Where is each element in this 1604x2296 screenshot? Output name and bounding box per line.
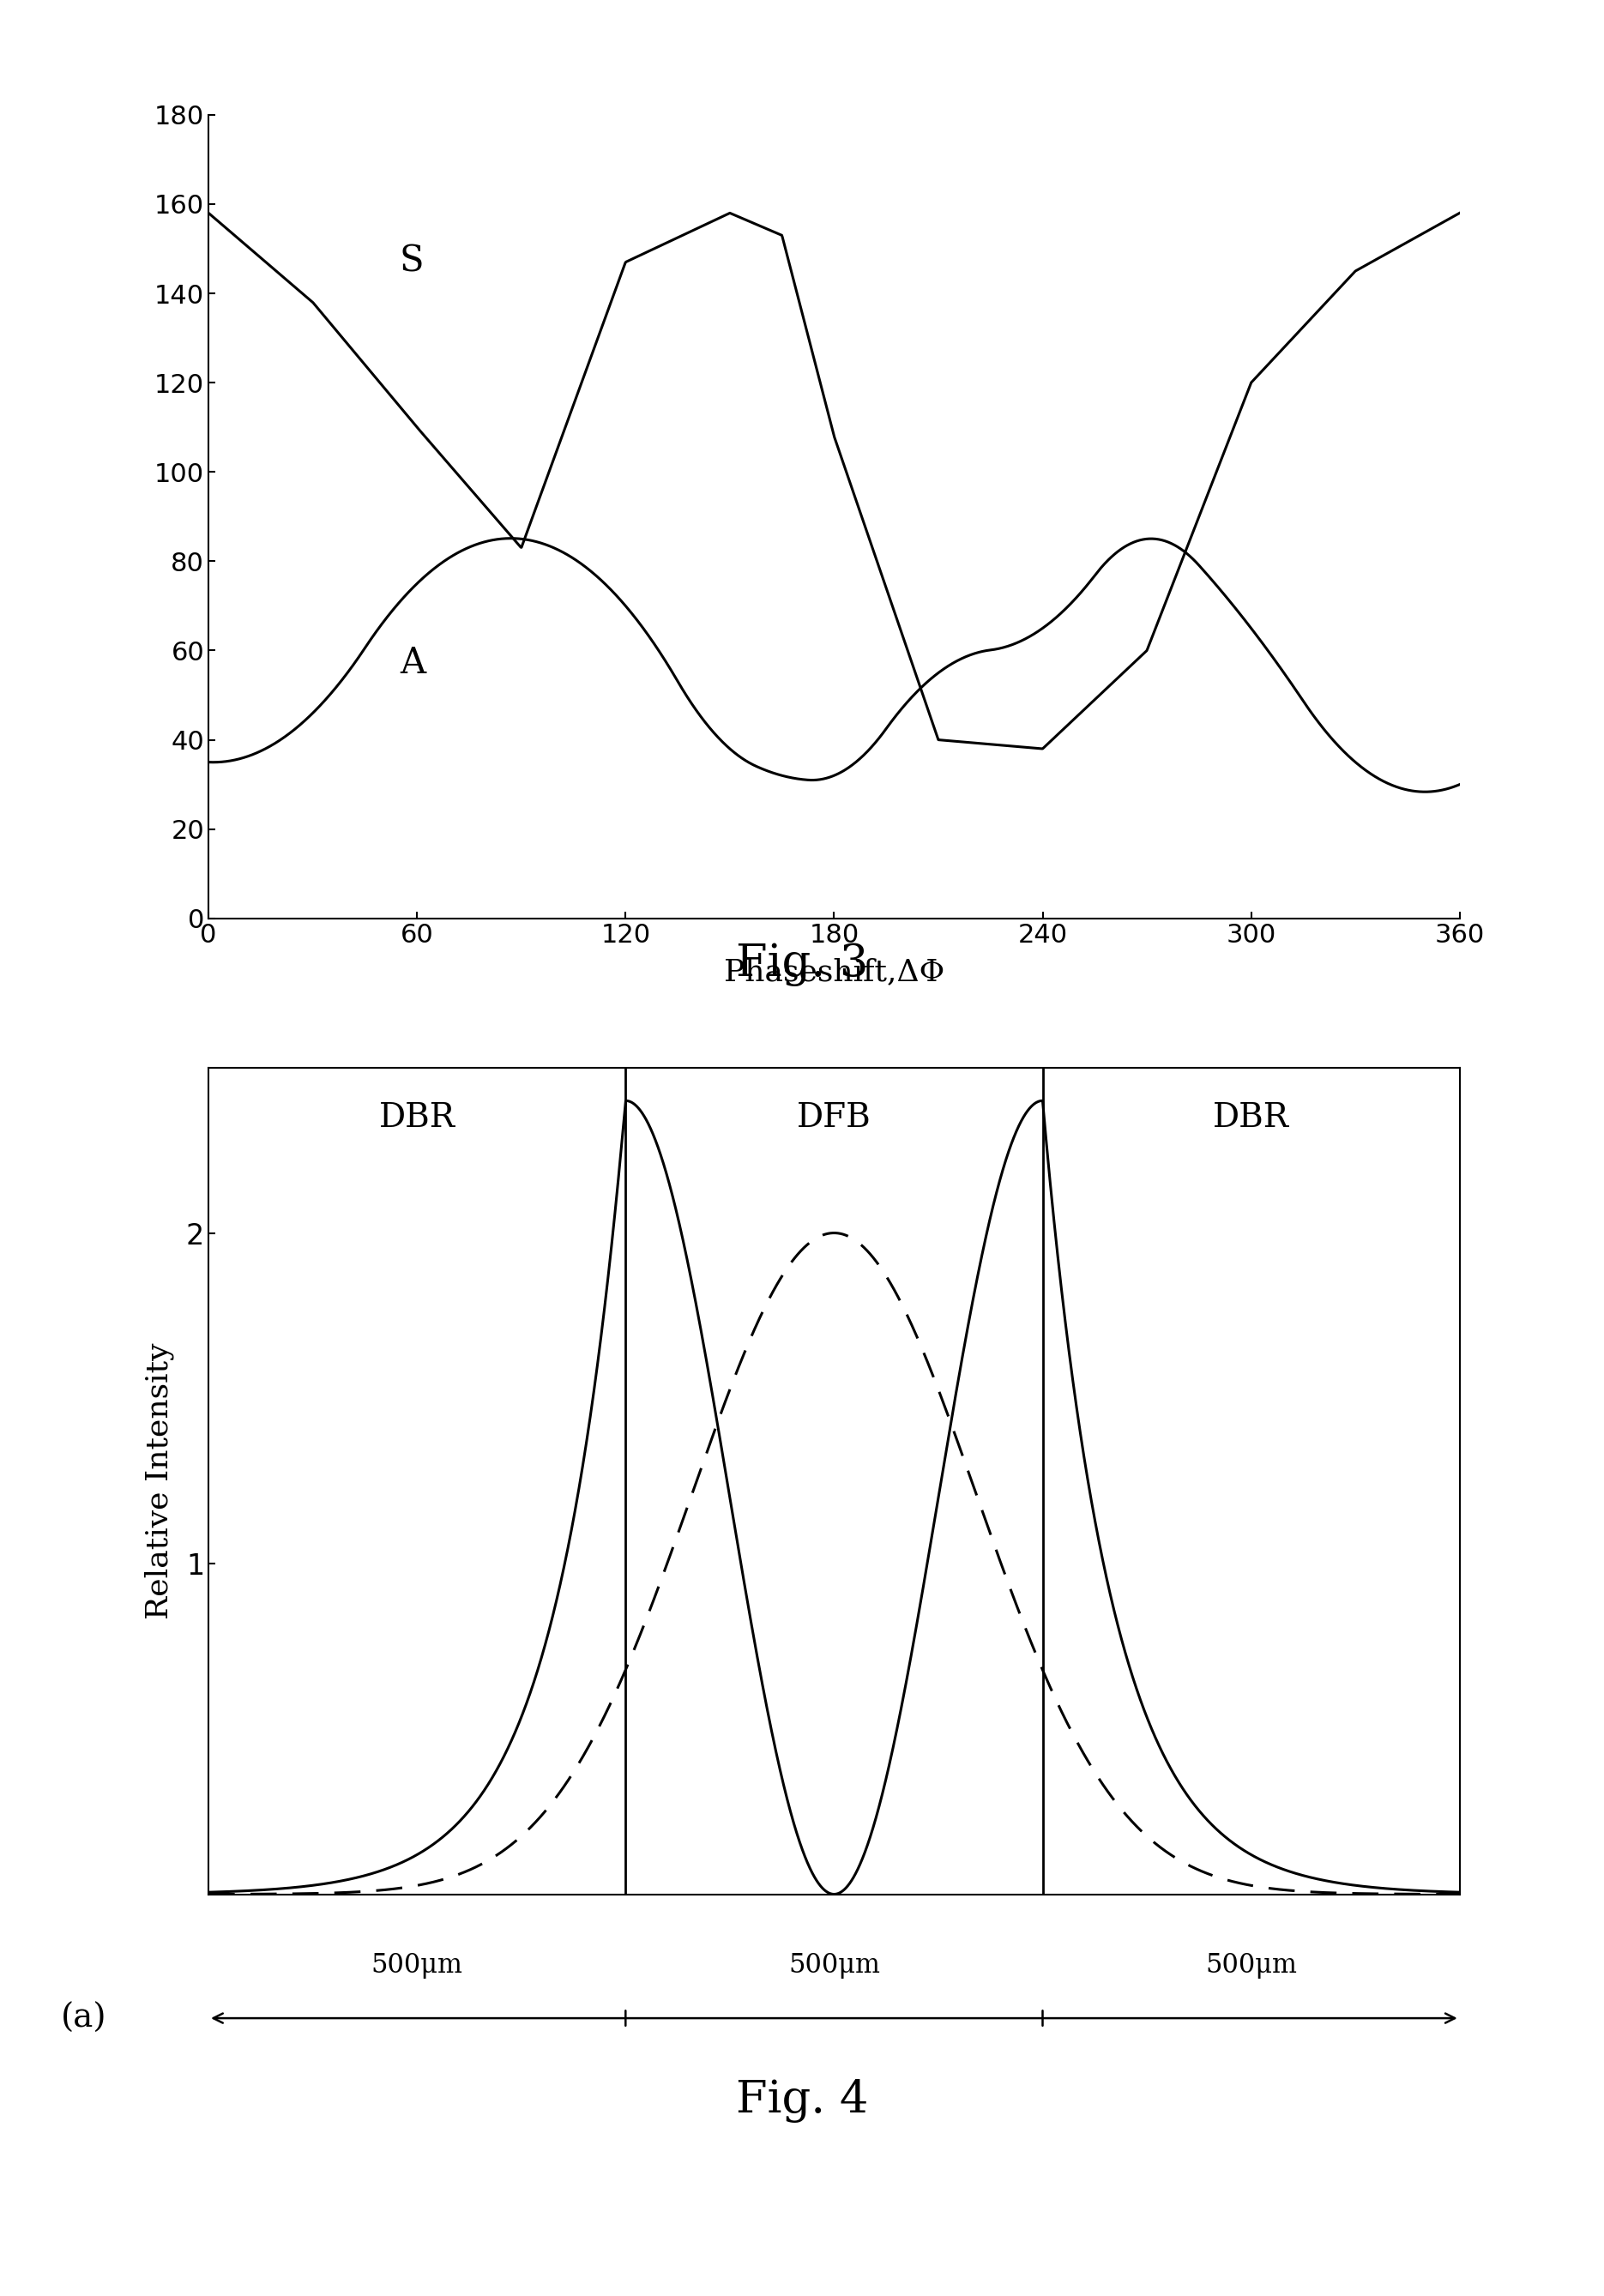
Text: S: S xyxy=(399,243,423,278)
Text: 500μm: 500μm xyxy=(788,1952,881,1979)
Text: DBR: DBR xyxy=(1213,1102,1290,1134)
Text: (a): (a) xyxy=(61,2002,106,2034)
Text: A: A xyxy=(399,645,425,680)
Y-axis label: Relative Intensity: Relative Intensity xyxy=(144,1343,175,1619)
Text: DFB: DFB xyxy=(797,1102,871,1134)
Text: 500μm: 500μm xyxy=(1205,1952,1298,1979)
Text: DBR: DBR xyxy=(379,1102,456,1134)
Text: 500μm: 500μm xyxy=(371,1952,464,1979)
Text: Fig. 4: Fig. 4 xyxy=(736,2078,868,2122)
X-axis label: Phaseshift,ΔΦ: Phaseshift,ΔΦ xyxy=(723,957,945,987)
Text: Fig. 3: Fig. 3 xyxy=(736,941,868,985)
